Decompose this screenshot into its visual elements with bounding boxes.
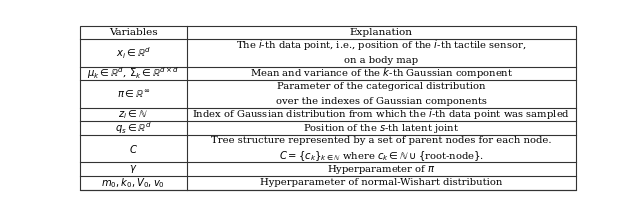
- Text: over the indexes of Gaussian components: over the indexes of Gaussian components: [276, 97, 487, 106]
- Text: $C$: $C$: [129, 142, 138, 155]
- Text: $z_i \in \mathbb{N}$: $z_i \in \mathbb{N}$: [118, 108, 148, 121]
- Text: Position of the $s$-th latent joint: Position of the $s$-th latent joint: [303, 122, 460, 135]
- Text: $\gamma$: $\gamma$: [129, 163, 138, 175]
- Text: Tree structure represented by a set of parent nodes for each node.: Tree structure represented by a set of p…: [211, 136, 552, 145]
- Text: $m_0, k_0, V_0, v_0$: $m_0, k_0, V_0, v_0$: [101, 176, 165, 190]
- Text: Variables: Variables: [109, 28, 157, 37]
- Text: The $i$-th data point, i.e., position of the $i$-th tactile sensor,: The $i$-th data point, i.e., position of…: [236, 38, 527, 52]
- Text: $\mu_k \in \mathbb{R}^d$, $\Sigma_k \in \mathbb{R}^{d \times d}$: $\mu_k \in \mathbb{R}^d$, $\Sigma_k \in …: [87, 65, 180, 81]
- Text: Index of Gaussian distribution from which the $i$-th data point was sampled: Index of Gaussian distribution from whic…: [192, 107, 570, 121]
- Text: Explanation: Explanation: [350, 28, 413, 37]
- Text: Parameter of the categorical distribution: Parameter of the categorical distributio…: [277, 82, 486, 91]
- Text: on a body map: on a body map: [344, 56, 419, 65]
- Text: Mean and variance of the $k$-th Gaussian component: Mean and variance of the $k$-th Gaussian…: [250, 66, 513, 80]
- Text: $q_s \in \mathbb{R}^d$: $q_s \in \mathbb{R}^d$: [115, 120, 152, 136]
- Text: $x_i \in \mathbb{R}^d$: $x_i \in \mathbb{R}^d$: [116, 45, 151, 61]
- Text: Hyperparameter of normal-Wishart distribution: Hyperparameter of normal-Wishart distrib…: [260, 178, 502, 187]
- Text: $C = \{c_k\}_{k\in\mathbb{N}}$ where $c_k \in \mathbb{N} \cup \{$root-node$\}$.: $C = \{c_k\}_{k\in\mathbb{N}}$ where $c_…: [279, 149, 484, 163]
- Text: Hyperparameter of $\pi$: Hyperparameter of $\pi$: [327, 163, 436, 176]
- Text: $\pi \in \mathbb{R}^{\infty}$: $\pi \in \mathbb{R}^{\infty}$: [116, 88, 150, 100]
